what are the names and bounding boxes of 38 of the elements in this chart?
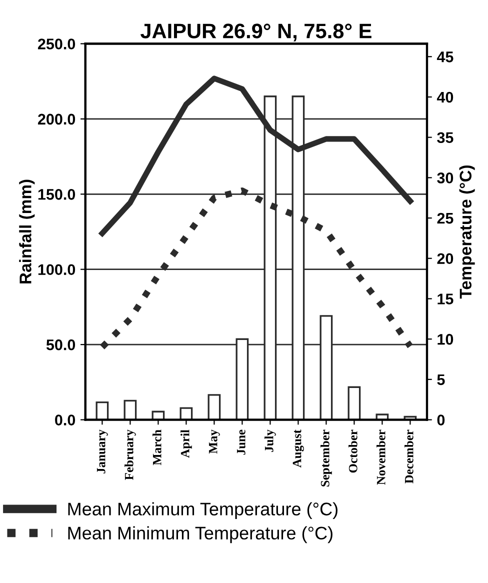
bar — [180, 407, 193, 420]
y-tick-label: 250.0 — [38, 38, 76, 50]
y-axis-title: Rainfall (mm) — [19, 180, 35, 284]
x-tick-label: September — [320, 430, 332, 486]
x-tick-label: June — [237, 430, 246, 455]
y2-tick-label: 40 — [436, 92, 454, 103]
x-tick-label: October — [348, 430, 358, 473]
y2-axis-title: Temperature (°C) — [459, 165, 475, 299]
x-tick-label: January — [96, 430, 108, 474]
y2-tick-label: 5 — [437, 374, 445, 386]
bar — [124, 400, 137, 420]
y-tick-label: 200.0 — [38, 114, 76, 125]
legend-label: Mean Minimum Temperature (°C) — [68, 526, 332, 544]
y2-tick-label: 25 — [437, 212, 454, 224]
legend-label: Mean Maximum Temperature (°C) — [68, 502, 338, 520]
y2-tick-label: 20 — [437, 253, 454, 264]
bar — [348, 386, 361, 420]
x-tick-label: April — [180, 430, 192, 458]
x-tick-label: March — [152, 430, 162, 466]
bar — [208, 394, 221, 420]
x-tick-label: December — [404, 430, 414, 484]
y-tick-label: 150.0 — [38, 189, 76, 200]
x-tick-label: May — [208, 430, 220, 454]
y2-tick-label: 15 — [438, 294, 454, 304]
y-tick-label: 100.0 — [38, 264, 76, 276]
x-tick-label: August — [292, 430, 304, 468]
y2-tick-label: 35 — [437, 132, 454, 144]
y2-tick-label: 45 — [436, 52, 454, 62]
y-tick-label: 50.0 — [46, 339, 76, 350]
x-tick-label: July — [264, 430, 276, 452]
bar — [96, 401, 109, 420]
x-tick-label: February — [124, 430, 136, 480]
y2-tick-label: 10 — [438, 334, 454, 345]
chart-title: JAIPUR 26.9° N, 75.8° E — [140, 24, 372, 42]
y-tick-label: 0.0 — [55, 414, 76, 426]
y2-tick-label: 30 — [437, 172, 454, 184]
x-tick-label: November — [376, 430, 386, 485]
y2-tick-label: 0 — [437, 414, 445, 426]
